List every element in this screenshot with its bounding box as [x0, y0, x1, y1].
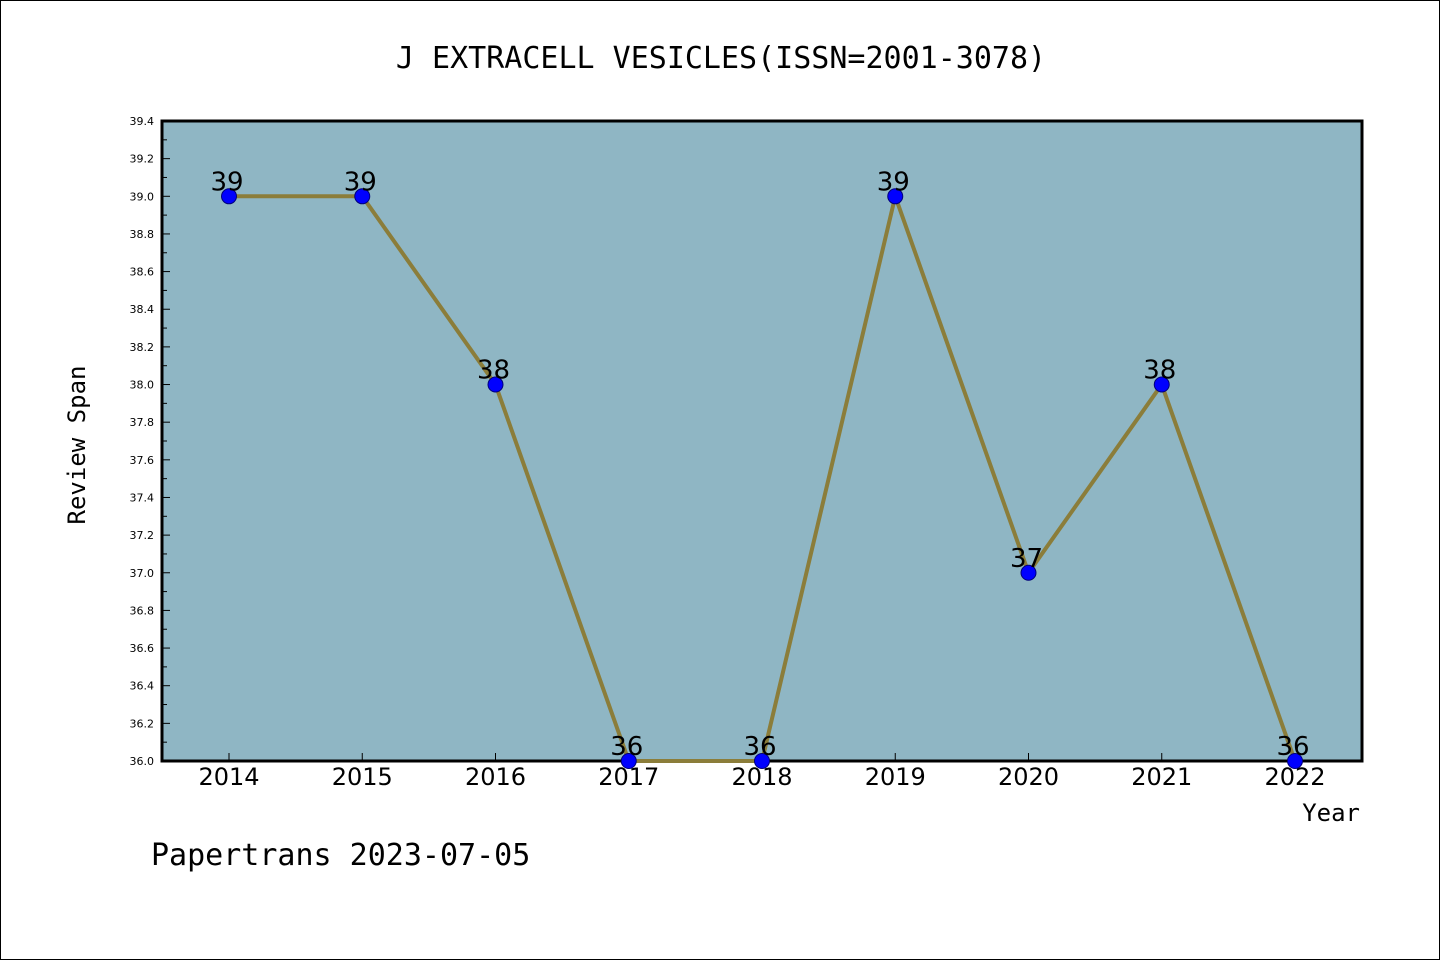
footer-text: Papertrans 2023-07-05 — [151, 838, 530, 873]
x-tick-label: 2020 — [998, 763, 1059, 791]
data-label: 36 — [610, 732, 643, 762]
data-point — [354, 188, 371, 205]
data-label: 39 — [344, 167, 377, 197]
data-point — [221, 188, 237, 205]
y-axis-label: Review Span — [63, 366, 91, 525]
x-tick-label: 2019 — [865, 763, 926, 791]
data-label: 37 — [1010, 544, 1043, 574]
data-point — [487, 376, 504, 393]
y-tick-label: 39.2 — [130, 153, 155, 166]
y-tick-label: 38.4 — [130, 303, 155, 316]
data-label: 38 — [477, 356, 510, 386]
x-tick-label: 2016 — [465, 763, 526, 791]
y-tick-label: 38.2 — [130, 341, 155, 354]
y-tick-label: 37.4 — [130, 491, 155, 504]
x-tick-label: 2021 — [1131, 763, 1192, 791]
plot-area — [160, 119, 1364, 763]
data-label: 39 — [210, 167, 243, 197]
data-point — [887, 188, 904, 205]
y-tick-label: 36.0 — [130, 755, 155, 768]
data-label: 38 — [1143, 356, 1176, 386]
y-tick-label: 38.0 — [130, 379, 155, 392]
y-tick-label: 37.8 — [130, 416, 155, 429]
x-axis-label: Year — [1302, 799, 1360, 827]
data-point — [1020, 564, 1037, 581]
y-tick-label: 36.4 — [130, 680, 155, 693]
y-tick-label: 38.8 — [130, 228, 155, 241]
y-tick-label: 36.6 — [130, 642, 155, 655]
y-tick-label: 37.2 — [130, 529, 155, 542]
data-labels: 39 39 38 36 36 39 37 38 36 — [210, 167, 1309, 762]
data-point — [1287, 753, 1303, 769]
data-label: 36 — [743, 732, 776, 762]
y-tick-label: 38.6 — [130, 266, 155, 279]
data-label: 36 — [1276, 732, 1309, 762]
data-point — [754, 753, 770, 769]
x-tick-label: 2014 — [198, 763, 259, 791]
series-review-span — [221, 188, 1303, 769]
y-axis: 36.0 36.2 36.4 36.6 36.8 37.0 37.2 37.4 37.6 37.8… — [130, 115, 170, 768]
x-tick-label: 2015 — [332, 763, 393, 791]
y-tick-label: 36.2 — [130, 717, 155, 730]
data-label: 39 — [877, 167, 910, 197]
y-tick-label: 36.8 — [130, 604, 155, 617]
y-tick-label: 37.0 — [130, 567, 155, 580]
y-tick-label: 37.6 — [130, 454, 155, 467]
data-point — [1153, 376, 1170, 393]
y-tick-label: 39.0 — [130, 190, 155, 203]
y-tick-label: 39.4 — [130, 115, 155, 128]
data-point — [620, 753, 637, 769]
chart-title: J EXTRACELL VESICLES(ISSN=2001-3078) — [396, 41, 1046, 76]
